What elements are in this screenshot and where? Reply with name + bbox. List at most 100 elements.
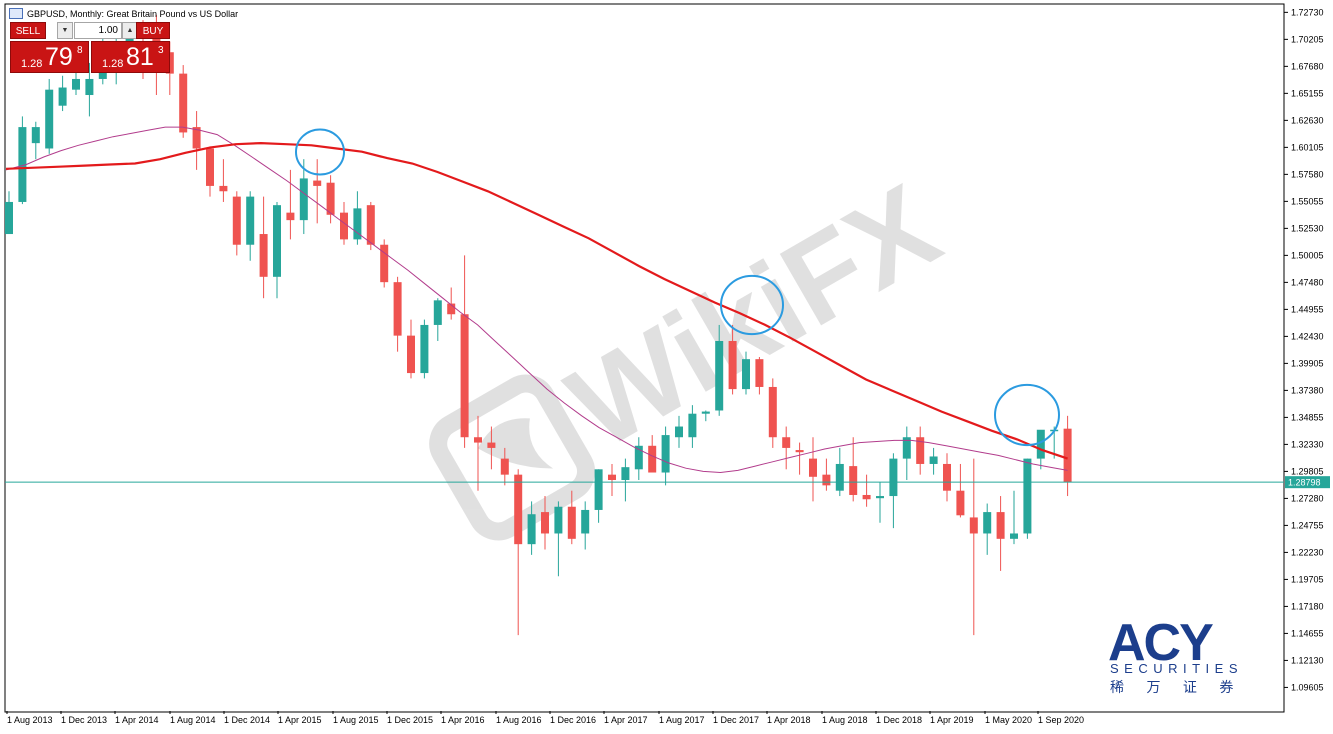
candle-body: [983, 512, 992, 534]
candle-body: [460, 314, 469, 438]
candle: [916, 426, 925, 475]
y-tick-label: 1.65155: [1291, 88, 1324, 98]
y-tick-label: 1.42430: [1291, 331, 1324, 341]
candle: [58, 75, 67, 112]
y-tick-label: 1.72730: [1291, 7, 1324, 17]
candle: [929, 447, 938, 475]
candle: [621, 458, 630, 502]
candle: [608, 463, 616, 497]
candle: [273, 201, 281, 299]
watermark-leaf: [477, 418, 554, 469]
moving-averages: [5, 126, 1068, 474]
candle: [648, 435, 657, 473]
x-tick-label: 1 Dec 2014: [224, 715, 270, 725]
candle-body: [755, 359, 764, 387]
candle: [407, 319, 415, 379]
candle: [795, 442, 804, 475]
candle: [380, 239, 389, 288]
candle: [45, 78, 54, 154]
candle-body: [286, 212, 295, 221]
candle: [500, 447, 509, 486]
y-tick-label: 1.14655: [1291, 628, 1324, 638]
bid-price-button[interactable]: 1.28 79 8: [10, 41, 89, 73]
y-tick-label: 1.52530: [1291, 223, 1324, 233]
lot-size-input[interactable]: 1.00: [74, 22, 122, 39]
y-tick-label: 1.22230: [1291, 547, 1324, 557]
candle: [822, 458, 831, 491]
candle-body: [621, 467, 630, 481]
logo-brand: ACY: [1108, 614, 1213, 672]
candle-body: [943, 463, 951, 491]
candle-body: [299, 178, 308, 221]
candle: [541, 496, 549, 550]
candle-body: [447, 303, 456, 315]
candle: [688, 405, 697, 448]
x-tick-label: 1 Sep 2020: [1038, 715, 1084, 725]
candle-body: [18, 127, 27, 202]
ask-price-button[interactable]: 1.28 81 3: [91, 41, 170, 73]
current-price-badge: [1285, 476, 1330, 489]
candle: [299, 159, 308, 235]
candle-body: [420, 324, 429, 374]
annotation-circle: [994, 383, 1060, 447]
candle: [393, 276, 402, 352]
candle-body: [675, 426, 683, 438]
candle: [18, 116, 27, 205]
candle: [742, 351, 750, 395]
candle-body: [768, 386, 777, 438]
current-price-label: 1.28798: [1288, 478, 1321, 488]
candle-body: [366, 205, 375, 245]
candle: [232, 191, 241, 256]
candle: [969, 458, 978, 636]
sell-button[interactable]: SELL: [10, 22, 46, 39]
candle: [179, 65, 188, 138]
candle: [259, 196, 268, 299]
candle-body: [835, 463, 844, 491]
candle-body: [648, 445, 657, 473]
candle: [876, 482, 884, 523]
x-tick-label: 1 Dec 2018: [876, 715, 922, 725]
candle: [433, 298, 442, 341]
candle-body: [742, 359, 750, 390]
candle: [246, 191, 255, 261]
y-tick-label: 1.60105: [1291, 142, 1324, 152]
x-tick-label: 1 Dec 2013: [61, 715, 107, 725]
candle: [902, 426, 911, 481]
candle: [313, 159, 322, 224]
chart-title: GBPUSD, Monthly: Great Britain Pound vs …: [27, 9, 239, 19]
candle: [581, 501, 590, 550]
candle-body: [72, 78, 80, 90]
candles: [5, 14, 1072, 636]
candle-body: [782, 437, 791, 448]
y-tick-label: 1.67680: [1291, 61, 1324, 71]
lot-decrease-arrow-icon[interactable]: ▼: [57, 22, 73, 39]
y-tick-label: 1.39905: [1291, 358, 1324, 368]
candle: [366, 201, 375, 251]
ask-sup: 3: [158, 45, 164, 56]
y-tick-label: 1.09605: [1291, 682, 1324, 692]
candle-body: [862, 494, 871, 500]
candle: [809, 437, 817, 502]
y-axis: 1.72730 1.70205 1.67680 1.65155 1.62630 1.601…: [1284, 7, 1324, 692]
candle: [849, 437, 858, 502]
candle-body: [715, 340, 724, 411]
candle: [768, 378, 777, 448]
candle-body: [380, 244, 389, 283]
y-tick-label: 1.29805: [1291, 466, 1324, 476]
x-tick-label: 1 Apr 2019: [930, 715, 974, 725]
candle-body: [1036, 429, 1045, 459]
candle-body: [353, 208, 362, 240]
candle-body: [688, 413, 697, 438]
candle: [85, 62, 94, 117]
candle-body: [326, 182, 335, 215]
x-tick-label: 1 Dec 2017: [713, 715, 759, 725]
candle: [1023, 458, 1032, 539]
annotation-circle: [295, 128, 345, 176]
candle: [889, 453, 898, 529]
buy-button[interactable]: BUY: [136, 22, 170, 39]
y-tick-label: 1.34855: [1291, 412, 1324, 422]
candle-body: [581, 509, 590, 534]
bid-prefix: 1.28: [21, 58, 43, 70]
